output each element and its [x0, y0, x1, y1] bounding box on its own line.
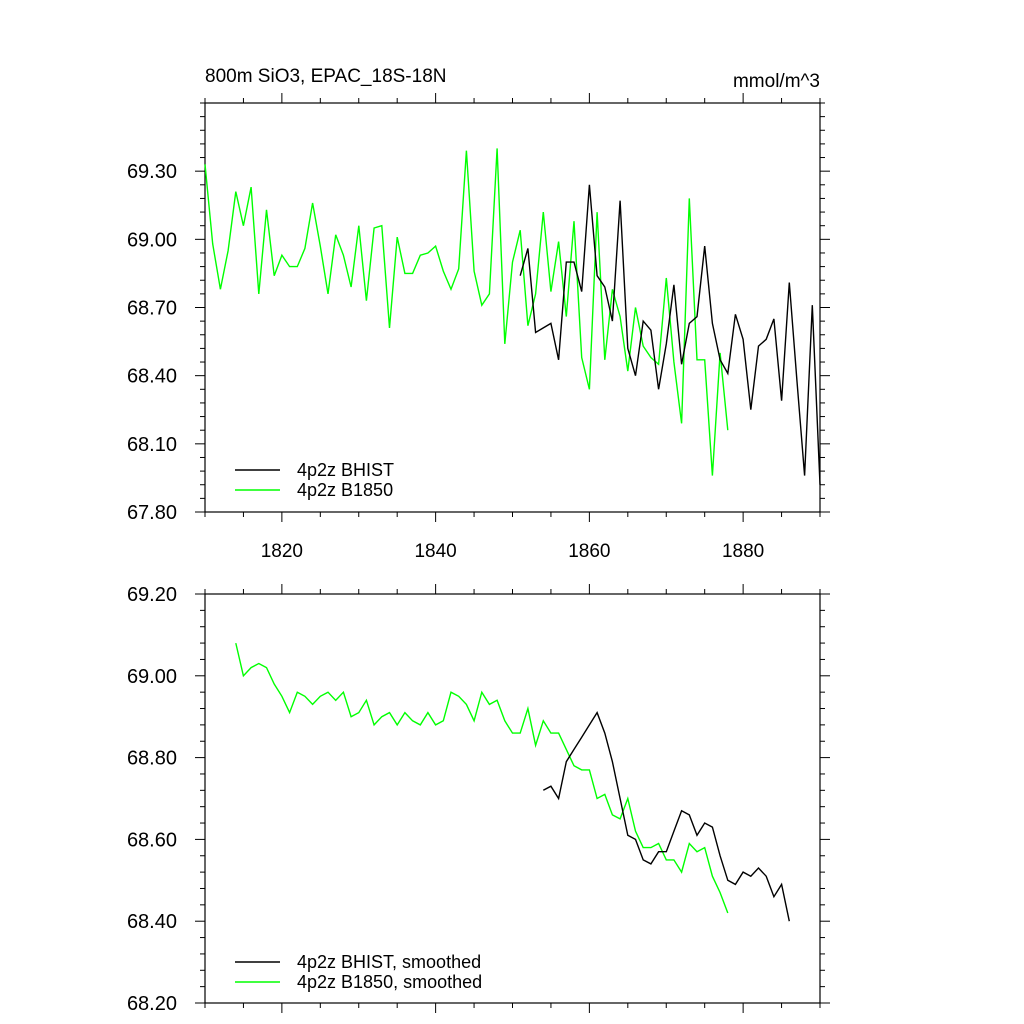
bottom-ytick-label: 68.60 [127, 829, 177, 851]
top-xtick-label: 1840 [414, 541, 456, 562]
top-ytick-label: 69.00 [127, 229, 177, 251]
legend-label-bhist-smoothed: 4p2z BHIST, smoothed [297, 952, 481, 972]
top-series-line-bhist [519, 184, 821, 485]
top-ticks: 1820 1840 1860 1880 67.80 68.10 68.40 68.70 69.0… [127, 93, 830, 562]
top-chart-units: mmol/m^3 [733, 71, 820, 92]
legend-label-bhist: 4p2z BHIST [297, 460, 394, 480]
bottom-series-line-bhist [542, 711, 790, 922]
bottom-series-line-b1850 [235, 642, 729, 914]
top-ytick-label: 69.30 [127, 161, 177, 183]
bottom-plot-frame [204, 593, 821, 1004]
bottom-ytick-label: 68.40 [127, 911, 177, 933]
top-legend: 4p2z BHIST 4p2z B1850 [235, 460, 394, 500]
top-series [204, 148, 821, 485]
top-series-line-b1850 [204, 148, 729, 476]
top-ytick-label: 68.10 [127, 434, 177, 456]
legend-label-b1850-smoothed: 4p2z B1850, smoothed [297, 972, 482, 992]
bottom-ytick-label: 69.20 [127, 584, 177, 606]
top-xtick-label: 1860 [568, 541, 610, 562]
bottom-legend: 4p2z BHIST, smoothed 4p2z B1850, smoothe… [235, 952, 482, 992]
bottom-series [235, 642, 790, 922]
top-plot-frame [204, 102, 821, 513]
top-ytick-label: 68.70 [127, 298, 177, 320]
legend-label-b1850: 4p2z B1850 [297, 480, 393, 500]
bottom-ytick-label: 68.20 [127, 993, 177, 1015]
top-panel: 800m SiO3, EPAC_18S-18N mmol/m^3 1820 184… [127, 66, 830, 562]
bottom-ticks: 68.20 68.40 68.60 68.80 69.00 69.20 [127, 584, 830, 1015]
top-ytick-label: 67.80 [127, 502, 177, 524]
bottom-ytick-label: 68.80 [127, 748, 177, 770]
top-xtick-label: 1820 [261, 541, 303, 562]
top-ytick-label: 68.40 [127, 366, 177, 388]
bottom-panel: 68.20 68.40 68.60 68.80 69.00 69.20 4p2z BHIS… [127, 584, 830, 1015]
top-xtick-label: 1880 [722, 541, 764, 562]
top-chart-title: 800m SiO3, EPAC_18S-18N [205, 66, 447, 87]
bottom-ytick-label: 69.00 [127, 666, 177, 688]
